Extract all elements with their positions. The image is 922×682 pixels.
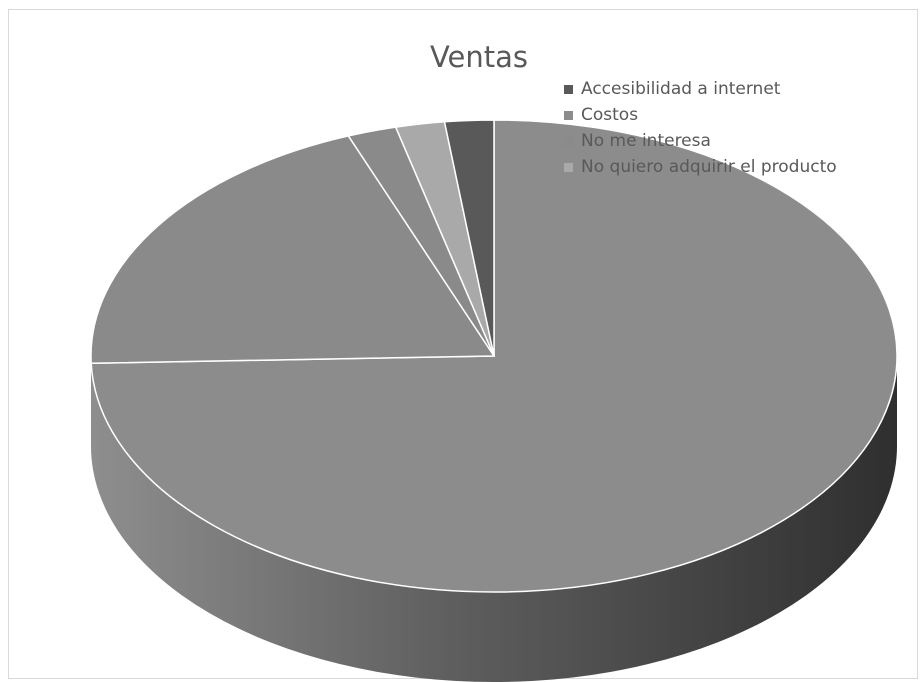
legend-swatch	[564, 136, 573, 146]
legend-item: No quiero adquirir el producto	[564, 154, 837, 180]
chart-legend: Accesibilidad a internet Costos No me inte…	[564, 76, 837, 180]
legend-swatch	[564, 110, 573, 120]
legend-item: Accesibilidad a internet	[564, 76, 837, 102]
chart-title: Ventas	[429, 40, 529, 74]
legend-item: Costos	[564, 102, 837, 128]
pie-side-wall	[91, 356, 897, 682]
pie-slice	[90, 135, 496, 365]
legend-label: Costos	[581, 105, 639, 125]
legend-label: No quiero adquirir el producto	[581, 157, 837, 177]
legend-item: No me interesa	[564, 128, 837, 154]
legend-swatch	[564, 162, 573, 172]
legend-label: Accesibilidad a internet	[581, 79, 781, 99]
legend-swatch	[564, 84, 573, 94]
pie-slice	[443, 119, 495, 357]
legend-label: No me interesa	[581, 131, 711, 151]
